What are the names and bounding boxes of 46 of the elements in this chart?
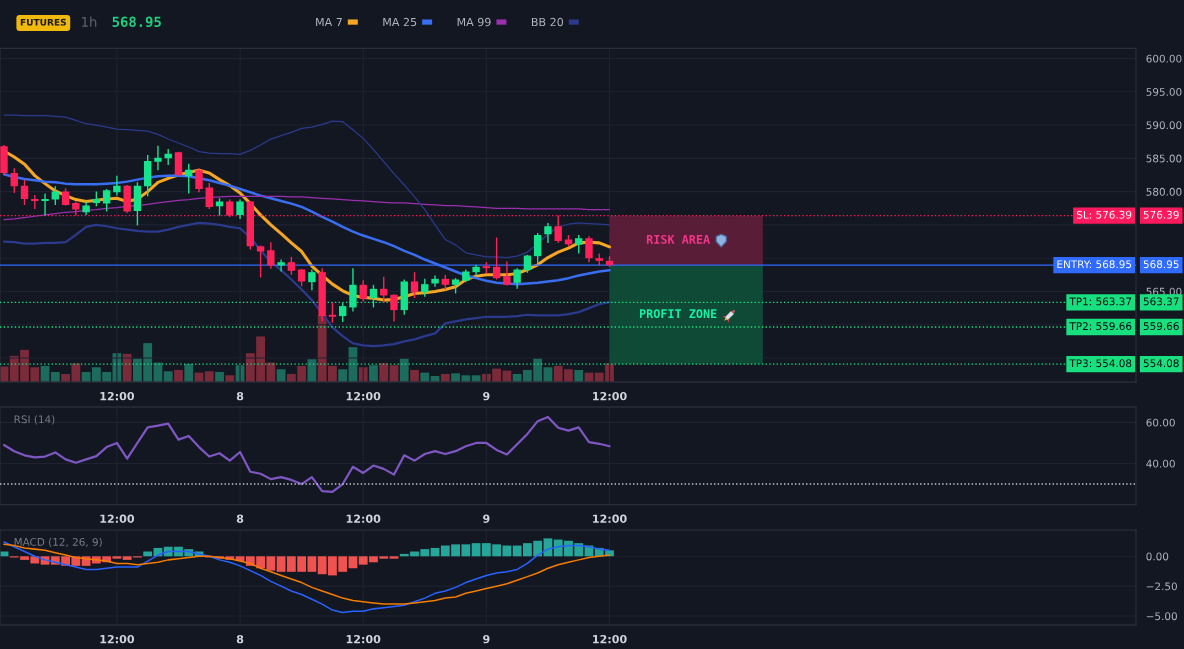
x-tick-label: 8 bbox=[236, 391, 244, 401]
ref-line-label: SL: 576.39 bbox=[1077, 210, 1132, 219]
y-tick-label: 0.00 bbox=[1146, 552, 1169, 561]
x-tick-label: 8 bbox=[236, 634, 244, 644]
x-tick-label: 9 bbox=[483, 634, 490, 644]
y-tick-label: −2.50 bbox=[1146, 582, 1177, 591]
ref-line-label: TP3: 554.08 bbox=[1069, 359, 1132, 368]
text: FUTURES bbox=[20, 18, 66, 26]
text: 568.95 bbox=[112, 16, 161, 28]
y-tick-label: −5.00 bbox=[1146, 612, 1177, 621]
band-label: PROFIT ZONE bbox=[639, 309, 717, 319]
text: MACD (12, 26, 9) bbox=[14, 537, 102, 548]
legend-label: MA 99 bbox=[457, 17, 491, 27]
x-tick-label: 9 bbox=[483, 514, 490, 523]
x-tick-label: 12:00 bbox=[593, 391, 627, 401]
text: 559.66 bbox=[1143, 322, 1179, 331]
x-tick-label: 12:00 bbox=[100, 634, 135, 644]
x-tick-label: 12:00 bbox=[593, 634, 627, 644]
text: 554.08 bbox=[1143, 359, 1179, 368]
ref-line-label: TP1: 563.37 bbox=[1069, 297, 1132, 306]
y-tick-label: 60.00 bbox=[1146, 418, 1175, 427]
x-tick-label: 12:00 bbox=[100, 391, 135, 401]
text: 568.95 bbox=[1143, 260, 1179, 269]
x-tick-label: 8 bbox=[236, 514, 244, 523]
x-tick-label: 12:00 bbox=[593, 514, 627, 523]
legend-label: MA 25 bbox=[383, 17, 417, 27]
x-tick-label: 12:00 bbox=[346, 514, 381, 523]
y-tick-label: 585.00 bbox=[1146, 154, 1182, 163]
x-tick-label: 12:00 bbox=[346, 391, 381, 401]
x-tick-label: 12:00 bbox=[346, 634, 381, 644]
legend-label: BB 20 bbox=[531, 17, 564, 27]
text: 563.37 bbox=[1143, 297, 1179, 306]
ref-line-label: ENTRY: 568.95 bbox=[1057, 260, 1132, 269]
y-tick-label: 580.00 bbox=[1146, 187, 1182, 196]
band-label: RISK AREA bbox=[646, 234, 710, 244]
x-tick-label: 12:00 bbox=[100, 514, 135, 523]
text: 576.39 bbox=[1143, 210, 1179, 219]
y-tick-label: 40.00 bbox=[1146, 459, 1175, 468]
y-tick-label: 590.00 bbox=[1146, 121, 1182, 130]
legend-label: MA 7 bbox=[316, 17, 342, 27]
y-tick-label: 600.00 bbox=[1146, 54, 1182, 63]
x-tick-label: 9 bbox=[483, 391, 490, 401]
text: RSI (14) bbox=[14, 415, 55, 425]
y-tick-label: 595.00 bbox=[1146, 87, 1182, 96]
text: 1h bbox=[82, 16, 97, 27]
ref-line-label: TP2: 559.66 bbox=[1069, 322, 1132, 331]
